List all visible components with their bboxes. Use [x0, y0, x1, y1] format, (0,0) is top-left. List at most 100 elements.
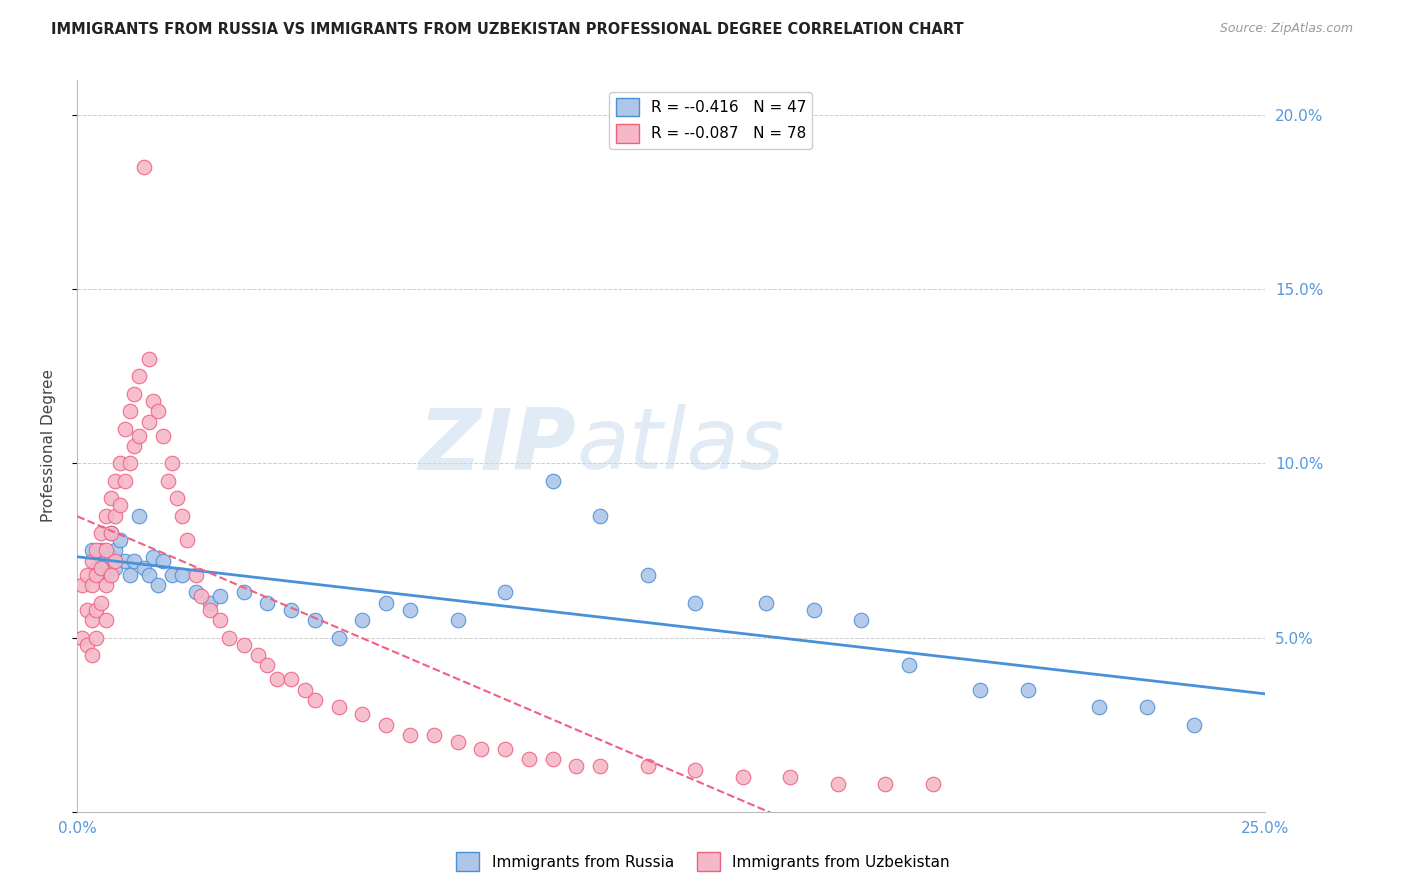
Point [80, 554, 103, 568]
Point [162, 567, 184, 582]
Point [1088, 700, 1111, 714]
Point [637, 567, 659, 582]
Point [152, 554, 174, 568]
Point [423, 728, 446, 742]
Point [208, 589, 231, 603]
Point [294, 682, 316, 697]
Point [142, 393, 165, 408]
Point [128, 369, 150, 384]
Legend: R = --0.416   N = 47, R = --0.087   N = 78: R = --0.416 N = 47, R = --0.087 N = 78 [609, 92, 813, 149]
Point [731, 770, 754, 784]
Point [218, 631, 240, 645]
Point [827, 777, 849, 791]
Legend: Immigrants from Russia, Immigrants from Uzbekistan: Immigrants from Russia, Immigrants from … [450, 847, 956, 877]
Point [266, 673, 288, 687]
Point [146, 578, 169, 592]
Point [470, 742, 492, 756]
Point [969, 682, 991, 697]
Point [256, 658, 278, 673]
Point [1136, 700, 1159, 714]
Point [100, 550, 122, 565]
Point [232, 585, 254, 599]
Point [80, 578, 103, 592]
Point [875, 777, 897, 791]
Point [256, 596, 278, 610]
Point [128, 508, 150, 523]
Point [118, 457, 141, 471]
Point [86, 543, 108, 558]
Point [803, 603, 825, 617]
Point [166, 491, 188, 506]
Point [1182, 717, 1205, 731]
Point [94, 613, 117, 627]
Point [76, 567, 98, 582]
Point [328, 631, 350, 645]
Point [138, 415, 160, 429]
Point [90, 561, 112, 575]
Point [118, 567, 141, 582]
Point [86, 631, 108, 645]
Point [517, 752, 540, 766]
Point [755, 596, 778, 610]
Point [589, 508, 612, 523]
Point [170, 508, 193, 523]
Point [921, 777, 943, 791]
Point [94, 543, 117, 558]
Point [446, 613, 468, 627]
Point [100, 526, 122, 541]
Point [108, 533, 131, 547]
Point [108, 498, 131, 512]
Point [399, 603, 422, 617]
Point [280, 673, 302, 687]
Point [156, 474, 179, 488]
Point [375, 596, 398, 610]
Text: atlas: atlas [576, 404, 785, 488]
Point [186, 567, 208, 582]
Point [637, 759, 659, 773]
Point [208, 613, 231, 627]
Point [898, 658, 921, 673]
Text: Source: ZipAtlas.com: Source: ZipAtlas.com [1219, 22, 1353, 36]
Point [565, 759, 588, 773]
Point [541, 752, 564, 766]
Point [138, 351, 160, 366]
Point [779, 770, 801, 784]
Point [80, 613, 103, 627]
Point [104, 508, 127, 523]
Point [494, 585, 516, 599]
Point [94, 554, 117, 568]
Point [104, 474, 127, 488]
Point [100, 491, 122, 506]
Point [851, 613, 873, 627]
Point [76, 603, 98, 617]
Point [1017, 682, 1039, 697]
Text: IMMIGRANTS FROM RUSSIA VS IMMIGRANTS FROM UZBEKISTAN PROFESSIONAL DEGREE CORRELA: IMMIGRANTS FROM RUSSIA VS IMMIGRANTS FRO… [51, 22, 963, 37]
Point [352, 613, 374, 627]
Point [280, 603, 302, 617]
Point [304, 693, 326, 707]
Point [104, 554, 127, 568]
Point [94, 578, 117, 592]
Point [86, 567, 108, 582]
Point [152, 428, 174, 442]
Point [114, 421, 136, 435]
Point [124, 554, 146, 568]
Point [246, 648, 269, 662]
Point [200, 603, 222, 617]
Point [541, 474, 564, 488]
Point [118, 404, 141, 418]
Point [104, 543, 127, 558]
Point [162, 457, 184, 471]
Point [100, 567, 122, 582]
Point [683, 763, 706, 777]
Point [70, 578, 93, 592]
Point [494, 742, 516, 756]
Point [104, 561, 127, 575]
Point [446, 735, 468, 749]
Point [90, 596, 112, 610]
Point [683, 596, 706, 610]
Point [124, 439, 146, 453]
Point [90, 543, 112, 558]
Point [124, 386, 146, 401]
Point [114, 474, 136, 488]
